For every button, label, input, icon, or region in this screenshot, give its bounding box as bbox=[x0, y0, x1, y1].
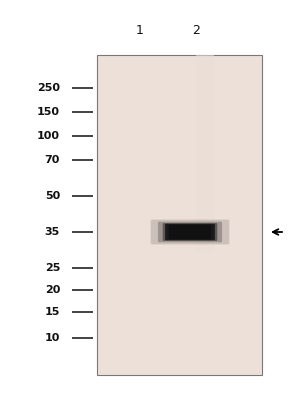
FancyBboxPatch shape bbox=[158, 222, 222, 242]
FancyBboxPatch shape bbox=[163, 223, 217, 241]
Text: 100: 100 bbox=[37, 131, 60, 141]
Text: 20: 20 bbox=[45, 285, 60, 295]
Text: 10: 10 bbox=[45, 333, 60, 343]
Text: 25: 25 bbox=[45, 263, 60, 273]
Bar bbox=[97, 55, 262, 375]
Text: 150: 150 bbox=[37, 107, 60, 117]
Bar bbox=[196, 55, 214, 252]
FancyBboxPatch shape bbox=[169, 225, 211, 239]
Text: 250: 250 bbox=[37, 83, 60, 93]
Text: 70: 70 bbox=[45, 155, 60, 165]
Text: 1: 1 bbox=[136, 24, 144, 36]
Text: 35: 35 bbox=[45, 227, 60, 237]
Text: 50: 50 bbox=[45, 191, 60, 201]
Text: 2: 2 bbox=[192, 24, 200, 36]
FancyBboxPatch shape bbox=[165, 224, 215, 240]
Text: 15: 15 bbox=[45, 307, 60, 317]
FancyBboxPatch shape bbox=[151, 220, 229, 244]
